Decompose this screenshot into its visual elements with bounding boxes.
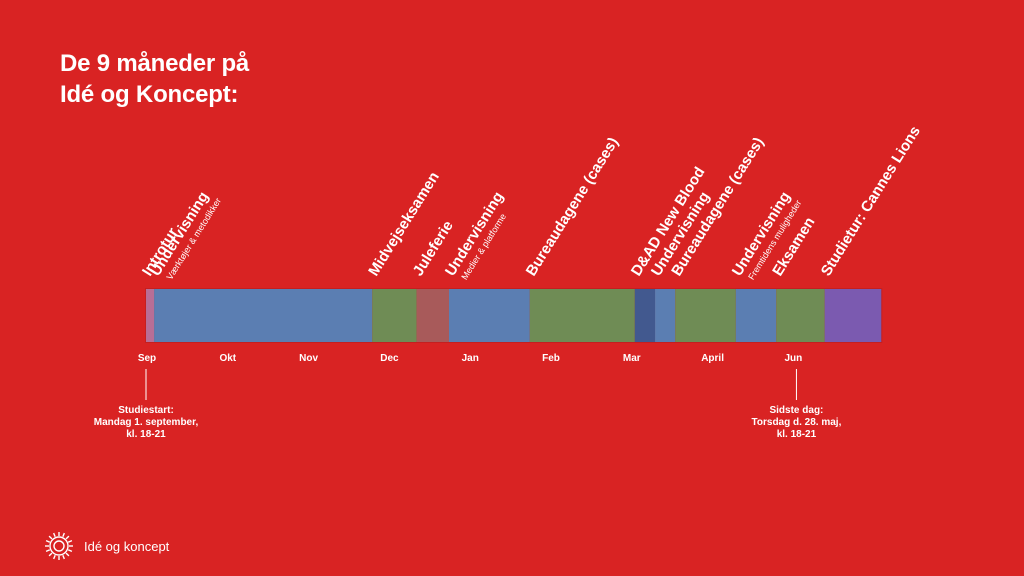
month-label: Mar — [623, 353, 641, 364]
timeline-segment-8 — [675, 289, 736, 342]
sun-ray — [67, 549, 73, 553]
sun-ray — [45, 539, 51, 543]
sun-ray — [67, 539, 73, 543]
month-label: Nov — [299, 353, 318, 364]
end_note-text: Sidste dag: — [769, 405, 823, 416]
segment-label-group-11: Studietur: Cannes Lions — [818, 123, 924, 279]
timeline-segment-0 — [146, 289, 155, 342]
month-label: Feb — [542, 353, 560, 364]
sun-burst-icon — [45, 532, 73, 560]
title-line-2: Idé og Koncept: — [60, 81, 239, 108]
month-label: April — [701, 353, 724, 364]
sun-ray — [52, 532, 56, 538]
sun-ray — [65, 535, 70, 540]
sun-ray — [62, 554, 66, 560]
timeline-segment-1 — [154, 289, 373, 342]
month-label: Jan — [462, 353, 479, 364]
timeline-segment-6 — [634, 289, 656, 342]
sun-ray — [45, 549, 51, 553]
start_note-text: Mandag 1. september, — [94, 417, 199, 428]
sun-ray — [65, 552, 70, 557]
end_note-text: Torsdag d. 28. maj, — [752, 417, 842, 428]
segment-label-group-5: Bureaudagene (cases) — [523, 134, 622, 279]
sun-ray — [48, 552, 53, 557]
timeline-segment-5 — [529, 289, 635, 342]
timeline-segment-10 — [776, 289, 825, 342]
start_note-text: Studiestart: — [118, 405, 174, 416]
footer-brand: Idé og koncept — [44, 531, 169, 561]
timeline-segment-9 — [735, 289, 777, 342]
timeline-segment-11 — [824, 289, 882, 342]
timeline-segment-2 — [372, 289, 417, 342]
end_note-text: kl. 18-21 — [777, 429, 817, 440]
month-label: Dec — [380, 353, 399, 364]
timeline-segment-3 — [416, 289, 449, 342]
footer-brand-label: Idé og koncept — [84, 538, 170, 554]
month-label: Jun — [785, 353, 803, 364]
timeline-segment-7 — [655, 289, 676, 342]
sun-ray — [62, 532, 66, 538]
timeline-segment-4 — [449, 289, 530, 342]
sun-ray — [52, 554, 56, 560]
month-label: Okt — [219, 353, 236, 364]
title-line-1: De 9 måneder på — [60, 50, 250, 77]
segment-label: Studietur: Cannes Lions — [818, 123, 924, 279]
sun-ray — [48, 535, 53, 540]
start_note-text: kl. 18-21 — [126, 429, 166, 440]
month-label: Sep — [138, 353, 156, 364]
segment-label: Bureaudagene (cases) — [523, 134, 622, 279]
page-title: De 9 måneder på Idé og Koncept: — [60, 48, 249, 110]
